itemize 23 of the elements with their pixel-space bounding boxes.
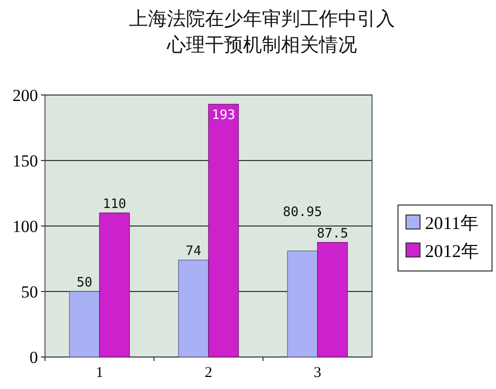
x-tick-label: 2 <box>204 365 212 381</box>
bar <box>178 260 209 358</box>
bar <box>317 242 348 358</box>
bar <box>99 212 130 358</box>
data-label: 50 <box>76 276 92 290</box>
x-tick-label: 1 <box>96 365 104 381</box>
bar <box>69 291 100 358</box>
data-label: 110 <box>102 196 126 212</box>
y-tick-label: 100 <box>12 217 38 236</box>
bar <box>208 104 239 358</box>
legend-label: 2012年 <box>425 241 479 261</box>
legend-label: 2011年 <box>425 213 478 233</box>
data-label: 193 <box>212 108 236 124</box>
data-label: 74 <box>186 244 202 260</box>
y-tick-label: 50 <box>21 282 38 302</box>
y-tick-label: 200 <box>12 86 38 105</box>
data-label: 80.95 <box>282 204 322 220</box>
bar <box>287 250 318 358</box>
y-tick-label: 0 <box>30 348 38 367</box>
data-label: 87.5 <box>316 226 348 242</box>
x-tick-label: 3 <box>314 365 322 381</box>
y-tick-label: 150 <box>12 152 38 170</box>
chart-title: 上海法院在少年审判工作中引入心理干预机制相关情况 <box>128 7 396 58</box>
